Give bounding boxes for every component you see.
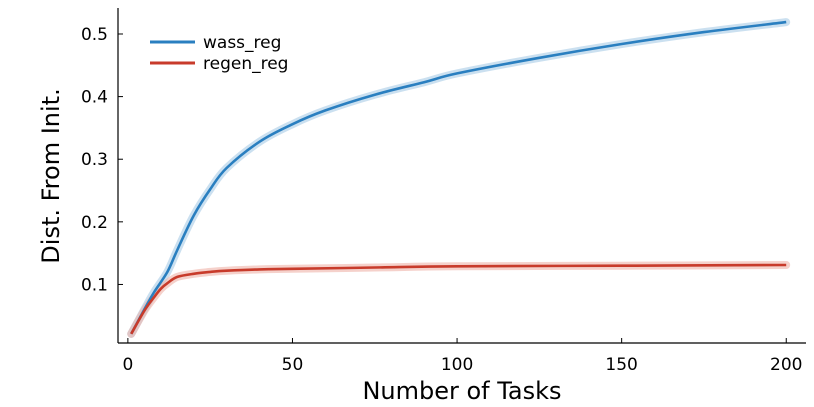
legend-label-wass_reg: wass_reg [203, 33, 281, 53]
y-tick-label: 0.1 [81, 275, 108, 295]
series-line-regen_reg [130, 263, 787, 335]
x-tick-label: 50 [282, 355, 304, 375]
legend-label-regen_reg: regen_reg [203, 54, 288, 74]
y-axis-ticks: 0.1 0.2 0.3 0.4 0.5 [81, 25, 123, 295]
x-axis-label: Number of Tasks [362, 377, 561, 405]
x-tick-label: 200 [770, 355, 802, 375]
y-tick-label: 0.5 [81, 25, 108, 45]
y-tick-label: 0.2 [81, 213, 108, 233]
y-axis-label: Dist. From Init. [37, 88, 65, 263]
y-tick-label: 0.4 [81, 88, 108, 108]
x-tick-label: 0 [122, 355, 133, 375]
series-line-wass_reg [130, 20, 787, 335]
x-tick-label: 100 [441, 355, 473, 375]
series-lines [130, 20, 787, 335]
x-tick-label: 150 [605, 355, 637, 375]
y-tick-label: 0.3 [81, 150, 108, 170]
x-axis-ticks: 0 50 100 150 200 [122, 338, 802, 375]
series-band-regen_reg [127, 261, 791, 338]
